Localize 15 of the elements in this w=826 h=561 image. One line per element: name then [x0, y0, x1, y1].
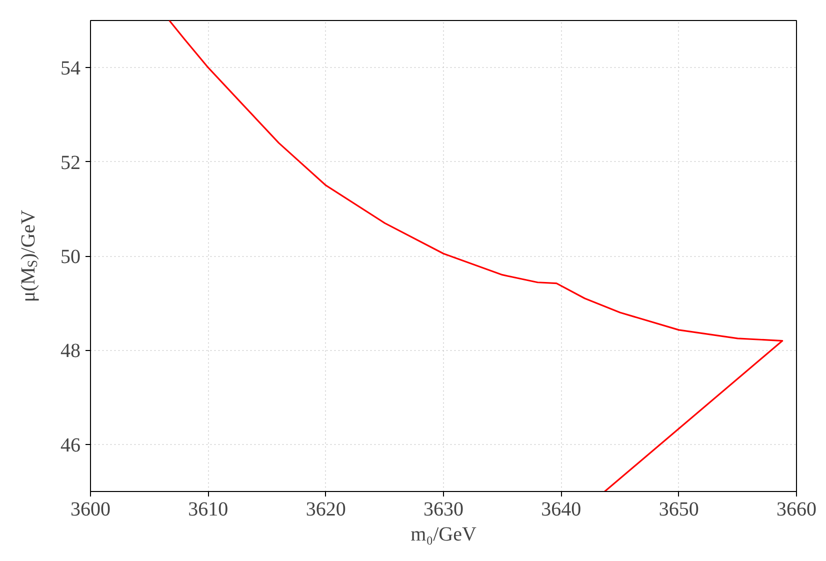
line-series	[168, 20, 784, 492]
y-tick-label: 48	[60, 340, 80, 362]
y-tick-label: 54	[60, 58, 80, 80]
x-tick-label: 3610	[188, 498, 228, 520]
x-tick-label: 3620	[306, 498, 346, 520]
y-tick-label: 52	[60, 152, 80, 174]
x-tick-label: 3630	[424, 498, 464, 520]
x-tick-label: 3640	[541, 498, 582, 520]
x-tick-label: 3600	[70, 498, 110, 520]
x-tick-label: 3650	[658, 498, 699, 520]
x-axis-title: m₀/GeV	[410, 524, 477, 546]
y-axis-title: μ(MS)/GeV	[18, 209, 41, 302]
y-tick-label: 50	[60, 246, 80, 268]
x-tick-label: 3660	[776, 498, 816, 520]
y-tick-label: 46	[60, 434, 80, 456]
